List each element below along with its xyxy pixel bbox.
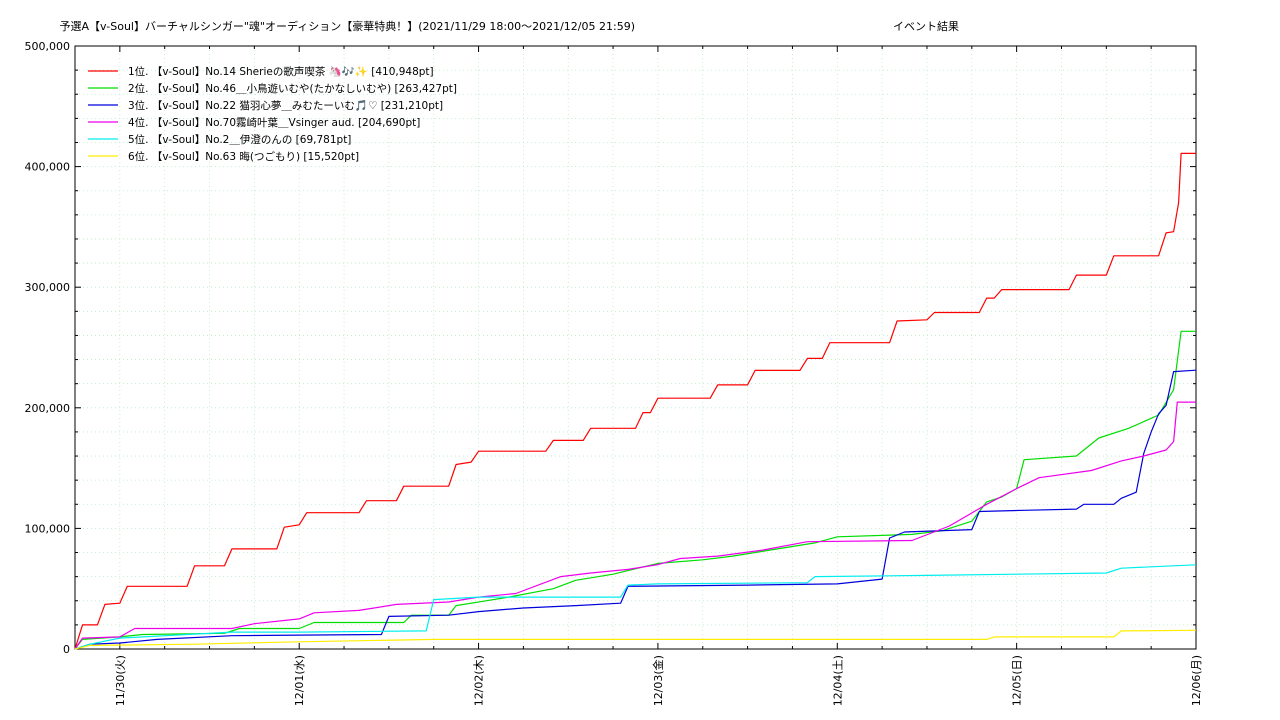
legend-entry: 6位. 【v-Soul】No.63 晦(つごもり) [15,520pt] xyxy=(128,150,359,163)
legend-entry: 2位. 【v-Soul】No.46＿小鳥遊いむや(たかなしいむや) [263,4… xyxy=(128,82,457,95)
chart-title: 予選A【v-Soul】バーチャルシンガー"魂"オーディション【豪華特典！】(20… xyxy=(60,19,635,33)
series-line-5 xyxy=(74,564,1196,650)
x-tick-label: 12/01(水) xyxy=(293,655,306,706)
x-tick-label: 12/02(木) xyxy=(473,655,486,706)
legend-entry: 4位. 【v-Soul】No.70霧崎叶葉＿Vsinger aud. [204,… xyxy=(128,116,420,129)
axes: 0 100,000 200,000 300,000 400,000 500,000 11/3… xyxy=(25,40,1204,706)
legend: 1位. 【v-Soul】No.14 Sherieの歌声喫茶 🦄🎶✨ [410,9… xyxy=(88,65,457,163)
x-tick-label: 12/03(金) xyxy=(651,655,665,706)
y-tick-label: 500,000 xyxy=(25,40,71,53)
series-lines xyxy=(74,152,1196,650)
y-tick-label: 0 xyxy=(63,643,70,656)
grid-lines xyxy=(74,46,1197,649)
plot-frame xyxy=(74,45,1197,650)
chart-subtitle: イベント結果 xyxy=(893,19,959,33)
y-tick-label: 300,000 xyxy=(25,281,71,294)
y-tick-label: 400,000 xyxy=(25,161,71,174)
series-line-1 xyxy=(74,152,1196,650)
legend-entry: 5位. 【v-Soul】No.2＿伊澄のんの [69,781pt] xyxy=(128,133,351,146)
y-tick-label: 200,000 xyxy=(25,402,71,415)
x-tick-label: 12/06(月) xyxy=(1190,655,1203,706)
legend-entry: 3位. 【v-Soul】No.22 猫羽心夢＿みむたーいむ🎵♡ [231,210… xyxy=(128,99,443,112)
x-tick-label: 12/04(土) xyxy=(831,655,844,706)
series-line-6 xyxy=(74,629,1196,650)
series-line-4 xyxy=(74,401,1196,650)
series-line-2 xyxy=(74,330,1196,650)
x-tick-label: 11/30(火) xyxy=(114,655,127,706)
y-tick-label: 100,000 xyxy=(25,522,71,535)
legend-entry: 1位. 【v-Soul】No.14 Sherieの歌声喫茶 🦄🎶✨ [410,9… xyxy=(128,65,434,78)
x-tick-label: 12/05(日) xyxy=(1011,655,1024,706)
series-line-3 xyxy=(74,369,1196,650)
